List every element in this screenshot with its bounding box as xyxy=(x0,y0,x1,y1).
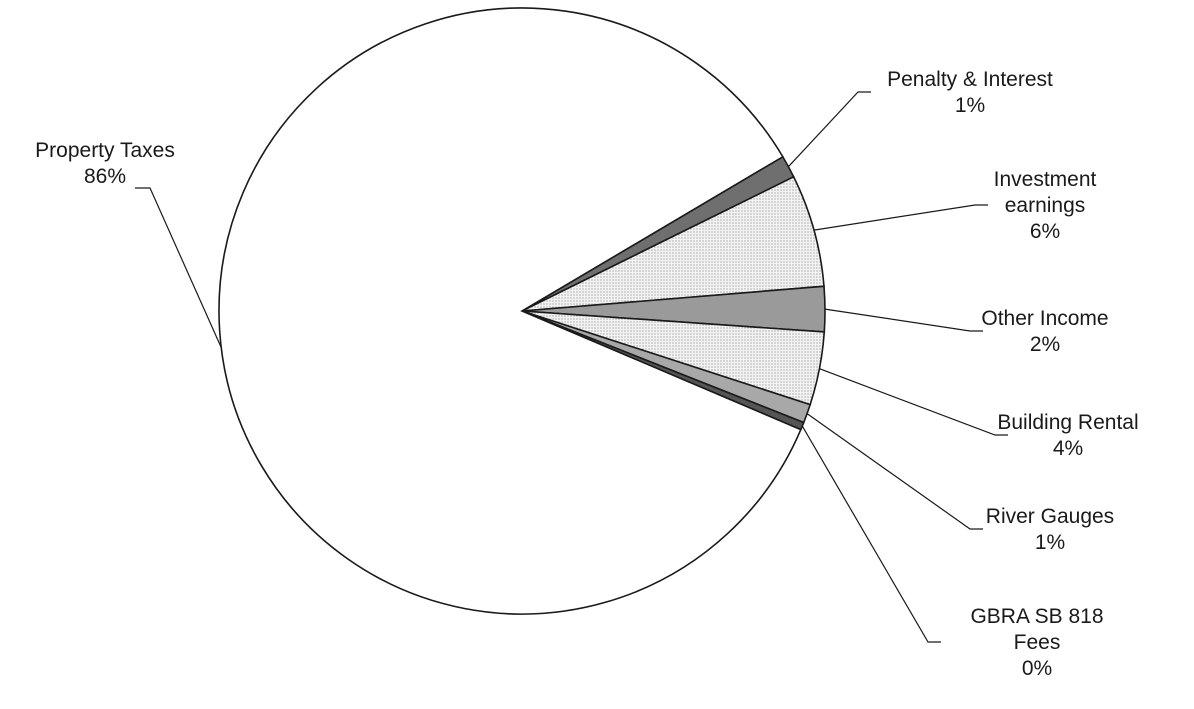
leader-line xyxy=(787,91,871,168)
slice-name-label: Fees xyxy=(1014,631,1061,654)
pie-slices xyxy=(218,7,826,615)
slice-percent-label: 86% xyxy=(84,165,126,188)
leader-line xyxy=(824,308,983,332)
slice-name-label: Building Rental xyxy=(997,411,1138,434)
slice-name-label: earnings xyxy=(1005,194,1086,217)
slice-percent-label: 1% xyxy=(1035,531,1065,554)
slice-name-label: River Gauges xyxy=(986,505,1114,528)
pie-slice-property-taxes xyxy=(218,7,802,615)
slice-name-label: Penalty & Interest xyxy=(887,68,1053,91)
leader-line xyxy=(813,204,988,231)
leader-line xyxy=(806,413,983,530)
slice-name-label: GBRA SB 818 xyxy=(970,605,1103,628)
leader-line xyxy=(135,187,222,348)
leader-lines xyxy=(135,91,1008,643)
slice-percent-label: 1% xyxy=(955,94,985,117)
slice-percent-label: 6% xyxy=(1030,220,1060,243)
slice-labels: Penalty & Interest 1% Investment earnings 6%… xyxy=(35,68,1138,680)
slice-name-label: Property Taxes xyxy=(35,139,175,162)
slice-percent-label: 4% xyxy=(1053,437,1083,460)
slice-percent-label: 2% xyxy=(1030,333,1060,356)
slice-percent-label: 0% xyxy=(1022,657,1052,680)
slice-name-label: Investment xyxy=(994,168,1097,191)
leader-line xyxy=(801,425,941,643)
leader-line xyxy=(819,368,1008,436)
slice-name-label: Other Income xyxy=(981,307,1108,330)
